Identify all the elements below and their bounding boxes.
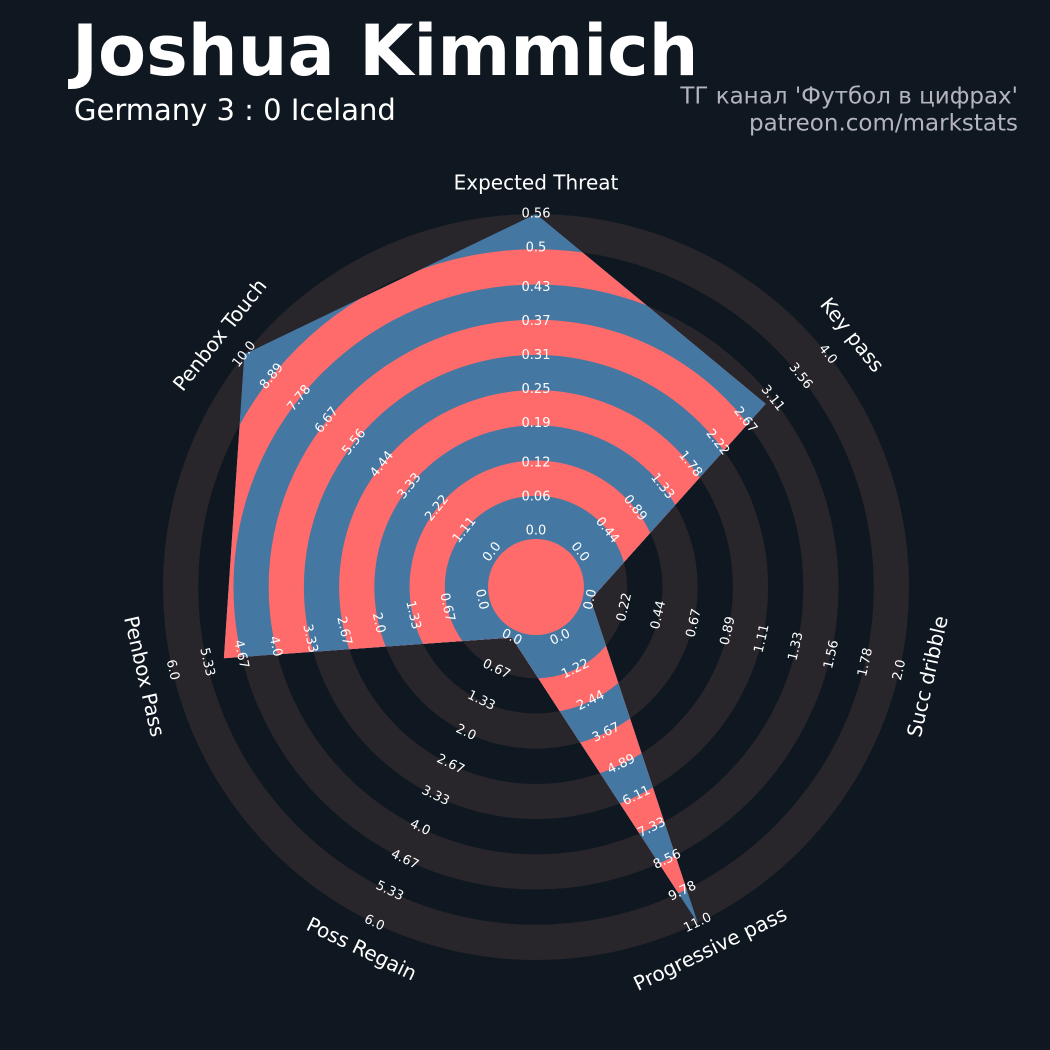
credit: ТГ канал 'Футбол в цифрах' [679, 84, 1018, 110]
tick-label: 0.0 [472, 588, 491, 612]
tick-label: 1.33 [786, 631, 807, 663]
tick-label: 0.22 [614, 591, 635, 623]
tick-label: 0.12 [522, 456, 551, 471]
tick-label: 2.0 [369, 611, 388, 635]
tick-label: 3.33 [299, 623, 320, 655]
tick-label: 0.25 [522, 382, 551, 397]
tick-label: 0.43 [522, 280, 551, 295]
tick-label: 0.0 [581, 588, 600, 612]
center-circle [488, 539, 584, 635]
chart-subtitle: Germany 3 : 0 Iceland [74, 93, 396, 127]
tick-label: 0.19 [522, 416, 551, 431]
tick-label: 2.67 [333, 615, 354, 647]
tick-label: 1.78 [855, 646, 876, 678]
tick-label: 0.44 [648, 599, 669, 631]
tick-label: 1.33 [402, 599, 423, 631]
tick-label: 0.67 [684, 607, 705, 639]
tick-label: 0.56 [522, 207, 551, 222]
tick-label: 4.67 [230, 639, 251, 671]
tick-label: 6.0 [163, 658, 182, 682]
tick-label: 0.0 [526, 524, 547, 539]
chart-title: Joshua Kimmich [68, 10, 699, 92]
tick-label: 0.37 [522, 314, 551, 329]
tick-label: 0.89 [718, 615, 739, 647]
tick-label: 2.0 [890, 658, 909, 682]
tick-label: 4.0 [266, 635, 285, 659]
credit: patreon.com/markstats [749, 111, 1018, 137]
tick-label: 0.06 [522, 490, 551, 505]
tick-label: 0.5 [526, 240, 547, 255]
tick-label: 0.67 [436, 592, 457, 624]
tick-label: 5.33 [196, 646, 217, 678]
tick-label: 0.31 [522, 348, 551, 363]
tick-label: 1.11 [752, 623, 773, 655]
tick-label: 1.56 [821, 639, 842, 671]
param-label: Expected Threat [454, 171, 619, 195]
